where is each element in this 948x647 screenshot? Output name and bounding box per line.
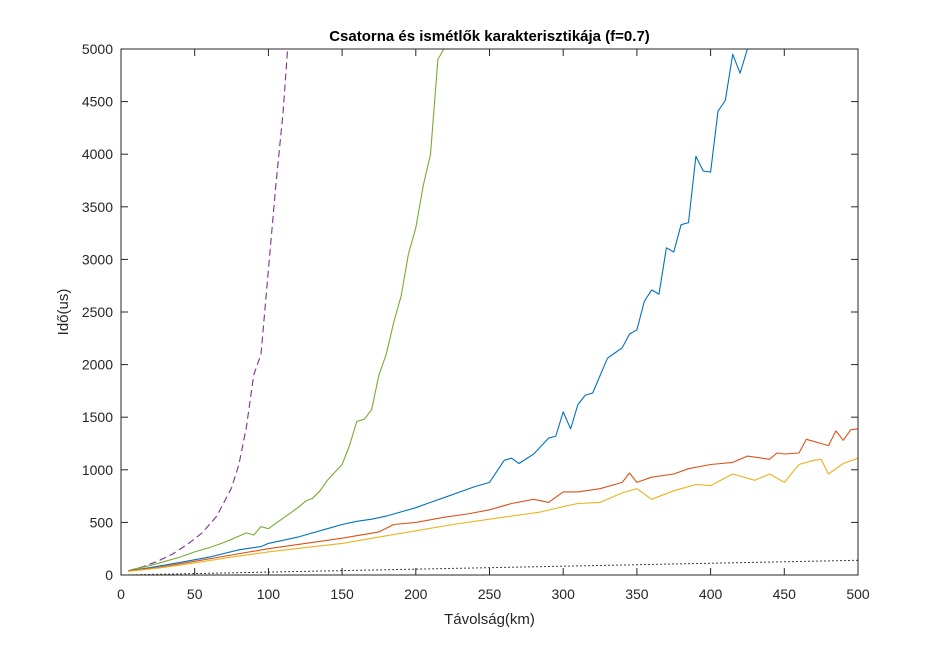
- series-line-5: [128, 457, 859, 572]
- x-tick-label: 500: [846, 586, 870, 602]
- x-tick-label: 350: [625, 586, 649, 602]
- x-tick-label: 250: [478, 586, 502, 602]
- chart-title: Csatorna és ismétlők karakterisztikája (…: [329, 28, 650, 45]
- ticks-layer: 0 50 100 150 200 250 300 350 400 450 5000500100015…: [82, 41, 870, 602]
- x-tick-label: 0: [117, 586, 125, 602]
- x-tick-label: 400: [699, 586, 723, 602]
- series-line-6: [128, 559, 859, 576]
- series-line-1: [128, 48, 289, 572]
- plot-frame: [120, 48, 859, 576]
- y-tick-label: 3000: [82, 251, 113, 267]
- x-tick-label: 450: [773, 586, 797, 602]
- y-tick-label: 4500: [82, 94, 113, 110]
- series-line-3: [128, 48, 748, 572]
- y-tick-label: 0: [105, 567, 113, 583]
- series-line-4: [128, 428, 859, 572]
- y-tick-label: 1500: [82, 409, 113, 425]
- x-axis-label: Távolság(km): [444, 611, 535, 628]
- plot-area: [121, 49, 858, 575]
- y-tick-label: 4000: [82, 146, 113, 162]
- x-tick-label: 100: [257, 586, 281, 602]
- x-tick-label: 150: [330, 586, 354, 602]
- x-tick-label: 200: [404, 586, 428, 602]
- y-tick-label: 2500: [82, 304, 113, 320]
- y-tick-label: 500: [90, 514, 114, 530]
- y-tick-label: 1000: [82, 462, 113, 478]
- y-axis-label: Idő(us): [55, 289, 72, 336]
- x-tick-label: 50: [187, 586, 203, 602]
- y-tick-label: 3500: [82, 199, 113, 215]
- y-tick-label: 5000: [82, 41, 113, 57]
- x-tick-label: 300: [552, 586, 576, 602]
- series-layer: [128, 48, 859, 576]
- y-tick-label: 2000: [82, 357, 113, 373]
- series-line-2: [128, 48, 445, 572]
